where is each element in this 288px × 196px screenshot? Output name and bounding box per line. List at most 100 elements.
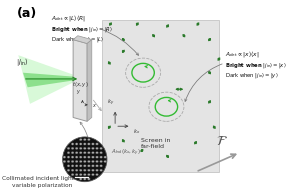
Polygon shape <box>87 40 92 121</box>
Circle shape <box>92 147 94 150</box>
Text: $x$: $x$ <box>92 102 97 109</box>
Circle shape <box>84 173 86 176</box>
Circle shape <box>100 169 103 172</box>
Circle shape <box>75 160 78 163</box>
Circle shape <box>75 173 78 176</box>
Circle shape <box>88 165 90 167</box>
Circle shape <box>92 169 94 172</box>
Circle shape <box>75 143 78 145</box>
Text: Screen in
far-field: Screen in far-field <box>141 138 170 149</box>
Text: Dark when $|j_{\rm in}\rangle = |L\rangle$: Dark when $|j_{\rm in}\rangle = |L\rangl… <box>51 35 105 44</box>
Circle shape <box>92 156 94 158</box>
Circle shape <box>79 165 82 167</box>
Circle shape <box>88 143 90 145</box>
Circle shape <box>67 169 70 172</box>
Circle shape <box>88 156 90 158</box>
Circle shape <box>71 152 74 154</box>
Text: Collimated incident light of
variable polarization: Collimated incident light of variable po… <box>2 176 82 188</box>
Circle shape <box>88 173 90 176</box>
Circle shape <box>75 169 78 172</box>
Circle shape <box>71 165 74 167</box>
Circle shape <box>92 143 94 145</box>
Text: $y$: $y$ <box>76 88 81 96</box>
Circle shape <box>79 143 82 145</box>
Circle shape <box>84 152 86 154</box>
Ellipse shape <box>63 137 107 182</box>
Circle shape <box>75 165 78 167</box>
Circle shape <box>84 165 86 167</box>
Circle shape <box>88 152 90 154</box>
Text: $t(x,y)$: $t(x,y)$ <box>72 80 88 89</box>
Circle shape <box>71 173 74 176</box>
Text: Bright when $|j_{\rm in}\rangle = |x\rangle$: Bright when $|j_{\rm in}\rangle = |x\ran… <box>225 61 286 70</box>
Circle shape <box>96 156 98 158</box>
Circle shape <box>84 138 86 141</box>
Circle shape <box>88 147 90 150</box>
Circle shape <box>84 178 86 180</box>
Polygon shape <box>73 40 87 121</box>
Circle shape <box>92 165 94 167</box>
Circle shape <box>79 160 82 163</box>
Text: $k_x$: $k_x$ <box>132 127 140 136</box>
Text: Dark when $|j_{\rm in}\rangle = |y\rangle$: Dark when $|j_{\rm in}\rangle = |y\rangl… <box>225 71 278 80</box>
Text: $k_y$: $k_y$ <box>107 98 114 108</box>
Circle shape <box>96 147 98 150</box>
Circle shape <box>79 178 82 180</box>
Circle shape <box>79 147 82 150</box>
Text: $\mathcal{F}$: $\mathcal{F}$ <box>217 134 228 148</box>
Circle shape <box>71 143 74 145</box>
Circle shape <box>92 160 94 163</box>
Circle shape <box>71 147 74 150</box>
Circle shape <box>100 165 103 167</box>
Text: $A_{\rm det} \propto |x\rangle\langle x|$: $A_{\rm det} \propto |x\rangle\langle x|… <box>225 49 259 59</box>
Circle shape <box>96 160 98 163</box>
Circle shape <box>71 169 74 172</box>
Circle shape <box>79 156 82 158</box>
FancyBboxPatch shape <box>102 20 219 172</box>
Circle shape <box>79 138 82 141</box>
Circle shape <box>67 147 70 150</box>
Circle shape <box>84 169 86 172</box>
Text: $|j_{\rm in}\rangle$: $|j_{\rm in}\rangle$ <box>16 56 29 68</box>
Circle shape <box>92 173 94 176</box>
Circle shape <box>79 152 82 154</box>
Circle shape <box>104 156 107 158</box>
Circle shape <box>79 173 82 176</box>
Text: (a): (a) <box>17 6 37 20</box>
Circle shape <box>100 152 103 154</box>
Circle shape <box>96 165 98 167</box>
Circle shape <box>75 156 78 158</box>
Circle shape <box>100 156 103 158</box>
Circle shape <box>96 143 98 145</box>
Circle shape <box>84 147 86 150</box>
Circle shape <box>75 147 78 150</box>
Circle shape <box>63 160 66 163</box>
Circle shape <box>100 160 103 163</box>
Circle shape <box>67 152 70 154</box>
Circle shape <box>96 169 98 172</box>
Text: $A_{\rm det} \propto |L\rangle\langle R|$: $A_{\rm det} \propto |L\rangle\langle R|… <box>51 13 86 23</box>
Circle shape <box>67 156 70 158</box>
Circle shape <box>84 160 86 163</box>
Circle shape <box>63 156 66 158</box>
Polygon shape <box>18 55 73 104</box>
Polygon shape <box>73 36 92 44</box>
Circle shape <box>88 160 90 163</box>
Circle shape <box>79 169 82 172</box>
Circle shape <box>96 152 98 154</box>
Circle shape <box>88 138 90 141</box>
Text: Bright when $|j_{\rm in}\rangle = |R\rangle$: Bright when $|j_{\rm in}\rangle = |R\ran… <box>51 25 113 34</box>
Text: $A_{\rm hol}(k_x, k_y)$: $A_{\rm hol}(k_x, k_y)$ <box>111 148 141 158</box>
Circle shape <box>67 160 70 163</box>
Circle shape <box>92 152 94 154</box>
Circle shape <box>71 156 74 158</box>
Circle shape <box>84 156 86 158</box>
Circle shape <box>88 169 90 172</box>
Circle shape <box>75 152 78 154</box>
Circle shape <box>96 173 98 176</box>
Circle shape <box>67 165 70 167</box>
Circle shape <box>71 160 74 163</box>
Circle shape <box>88 178 90 180</box>
Circle shape <box>84 143 86 145</box>
Polygon shape <box>23 73 73 87</box>
